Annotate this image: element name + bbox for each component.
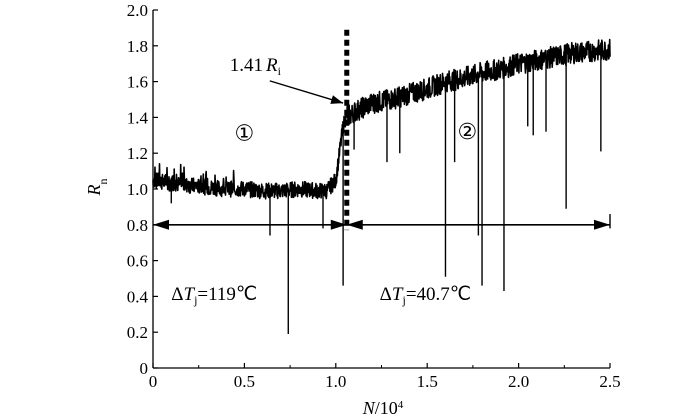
y-tick-label: 0.2 bbox=[127, 323, 148, 342]
peak-annotation-label: 1.41 Ri bbox=[230, 55, 282, 78]
y-tick-label: 0.6 bbox=[127, 252, 148, 271]
peak-annotation-arrow bbox=[269, 80, 344, 104]
peak-annotation-arrowhead bbox=[330, 95, 344, 104]
data-series-line bbox=[152, 38, 611, 200]
range-arrowhead-left bbox=[346, 219, 363, 230]
delta-t-right-label: ΔTj=40.7℃ bbox=[380, 284, 471, 307]
range-arrowhead-left bbox=[153, 219, 169, 230]
y-axis: 0 0.2 0.4 0.6 0.8 1.0 1.2 1.4 1.6 1.8 2.0 bbox=[127, 1, 158, 378]
x-tick-label: 2.0 bbox=[508, 372, 529, 391]
y-tick-label: 1.0 bbox=[127, 180, 148, 199]
y-tick-label: 1.2 bbox=[127, 144, 148, 163]
x-axis: 0 0.5 1.0 1.5 2.0 2.5 bbox=[149, 363, 621, 391]
y-tick-label: 1.4 bbox=[127, 108, 149, 127]
x-tick-label: 2.5 bbox=[599, 372, 620, 391]
x-tick-label: 0.5 bbox=[234, 372, 255, 391]
x-axis-label: N/104 bbox=[362, 398, 404, 418]
y-tick-label: 2.0 bbox=[127, 1, 148, 20]
y-tick-label: 0.8 bbox=[127, 216, 148, 235]
y-tick-label: 0 bbox=[140, 359, 149, 378]
delta-t-left-label: ΔTj=119℃ bbox=[171, 284, 257, 307]
y-tick-label: 0.4 bbox=[127, 287, 149, 306]
y-axis-label: Rn bbox=[84, 179, 110, 197]
range-arrowhead-right bbox=[330, 219, 347, 230]
range-arrowhead-right bbox=[594, 219, 610, 230]
y-tick-label: 1.8 bbox=[127, 37, 148, 56]
y-tick-label: 1.6 bbox=[127, 73, 148, 92]
region-label-2: ② bbox=[458, 120, 478, 145]
region-label-1: ① bbox=[235, 122, 255, 147]
x-tick-label: 1.0 bbox=[325, 372, 346, 391]
x-tick-label: 0 bbox=[149, 372, 158, 391]
x-tick-label: 1.5 bbox=[417, 372, 438, 391]
